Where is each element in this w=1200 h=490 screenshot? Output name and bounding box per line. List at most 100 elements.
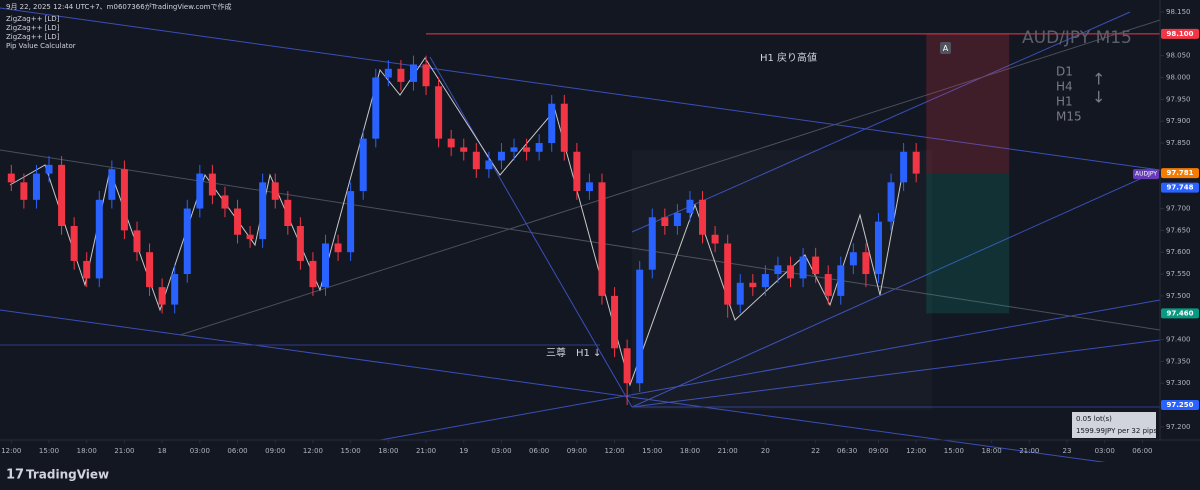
symbol-tag — [1133, 169, 1159, 180]
price-tag-label: 98.100 — [1166, 30, 1193, 38]
candle-body — [699, 199, 707, 235]
x-tick-label: 03:00 — [190, 447, 210, 455]
trend-line — [631, 11, 1131, 233]
candle-body — [196, 173, 204, 209]
price-tag — [1161, 400, 1199, 411]
candle-body — [535, 143, 543, 152]
timeframe: H1 — [1056, 95, 1073, 109]
y-tick-label: 97.900 — [1166, 117, 1191, 125]
x-tick-label: 18:00 — [77, 447, 97, 455]
y-tick-label: 97.650 — [1166, 226, 1191, 234]
candle-body — [862, 252, 870, 275]
trend-line — [379, 299, 1161, 441]
x-tick-label: 18:00 — [378, 447, 398, 455]
candle-body — [259, 182, 267, 240]
y-tick-label: 97.700 — [1166, 205, 1191, 213]
candle-body — [95, 199, 103, 279]
x-tick-label: 06:30 — [837, 447, 857, 455]
candle-body — [887, 182, 895, 222]
price-tag — [1161, 182, 1199, 193]
trend-line — [0, 7, 1161, 171]
candle-body — [83, 260, 91, 279]
x-tick-label: 18:00 — [981, 447, 1001, 455]
x-tick-label: 09:00 — [868, 447, 888, 455]
logo-mark: 17 — [6, 468, 24, 483]
x-tick-label: 21:00 — [416, 447, 436, 455]
channel-shade — [632, 150, 932, 410]
price-tag — [1161, 28, 1199, 39]
candle-body — [146, 252, 154, 288]
candle-body — [585, 182, 593, 192]
candle-body — [787, 265, 795, 279]
arrow: ↓ — [1092, 88, 1105, 107]
indicator-name: Pip Value Calculator — [6, 42, 76, 50]
y-tick-label: 97.550 — [1166, 270, 1191, 278]
x-tick-label: 22 — [811, 447, 820, 455]
trend-line — [179, 19, 1161, 336]
candle-body — [849, 252, 857, 266]
candle-body — [611, 295, 619, 349]
marker-box — [940, 42, 951, 54]
candle-body — [623, 348, 631, 384]
x-tick-label: 19 — [459, 447, 468, 455]
x-tick-label: 15:00 — [39, 447, 59, 455]
trend-line — [0, 149, 1161, 331]
candle-body — [774, 265, 782, 275]
y-tick-label: 98.050 — [1166, 52, 1191, 60]
lot: 0.05 lot(s) — [1076, 415, 1112, 423]
y-tick-label: 97.350 — [1166, 357, 1191, 365]
candle-body — [636, 269, 644, 384]
y-tick-label: 97.500 — [1166, 292, 1191, 300]
candle-body — [485, 160, 493, 170]
candle-body — [497, 151, 505, 161]
candle-body — [598, 182, 606, 296]
candle-body — [221, 195, 229, 209]
lot-box — [1072, 412, 1156, 438]
candle-body — [32, 173, 40, 200]
candle-body — [837, 265, 845, 296]
price-tag — [1161, 168, 1199, 179]
x-tick-label: 21:00 — [1019, 447, 1039, 455]
y-tick-label: 98.000 — [1166, 74, 1191, 82]
annotation: 三尊 H1 ↓ — [546, 346, 601, 359]
x-tick-label: 20 — [761, 447, 770, 455]
brand: 17 TradingView — [6, 468, 109, 483]
y-tick-label: 97.600 — [1166, 248, 1191, 256]
candle-body — [58, 164, 66, 227]
timeframe: D1 — [1056, 65, 1073, 79]
x-tick-label: 15:00 — [944, 447, 964, 455]
candle-body — [284, 199, 292, 227]
x-tick-label: 09:00 — [265, 447, 285, 455]
trend-line — [631, 339, 1161, 408]
footer-bar — [0, 462, 1200, 490]
brand-name: TradingView — [26, 468, 109, 482]
candle-body — [573, 151, 581, 192]
x-tick-label: 06:00 — [529, 447, 549, 455]
symbol-tag-label: AUDJPY — [1135, 171, 1157, 178]
x-tick-label: 15:00 — [341, 447, 361, 455]
candle-body — [171, 274, 179, 305]
price-tag-label: 97.748 — [1166, 184, 1193, 192]
candle-body — [711, 234, 719, 244]
trend-line — [0, 309, 1161, 471]
timeframe: H4 — [1056, 80, 1073, 94]
y-tick-label: 97.300 — [1166, 379, 1191, 387]
candle-body — [724, 243, 732, 305]
stop-zone — [926, 33, 1010, 174]
x-tick-label: 09:00 — [567, 447, 587, 455]
x-tick-label: 23 — [1063, 447, 1072, 455]
candle-body — [661, 217, 669, 227]
price-tag-label: 97.460 — [1166, 309, 1193, 317]
candle-body — [347, 191, 355, 253]
x-tick-label: 06:00 — [1132, 447, 1152, 455]
candle-body — [246, 234, 254, 240]
candle-body — [812, 256, 820, 275]
candle-body — [409, 64, 417, 82]
x-tick-label: 03:00 — [491, 447, 511, 455]
x-tick-label: 12:00 — [906, 447, 926, 455]
candle-body — [296, 226, 304, 261]
y-tick-label: 97.950 — [1166, 95, 1191, 103]
indicator-name: ZigZag++ [LD] — [6, 33, 60, 41]
